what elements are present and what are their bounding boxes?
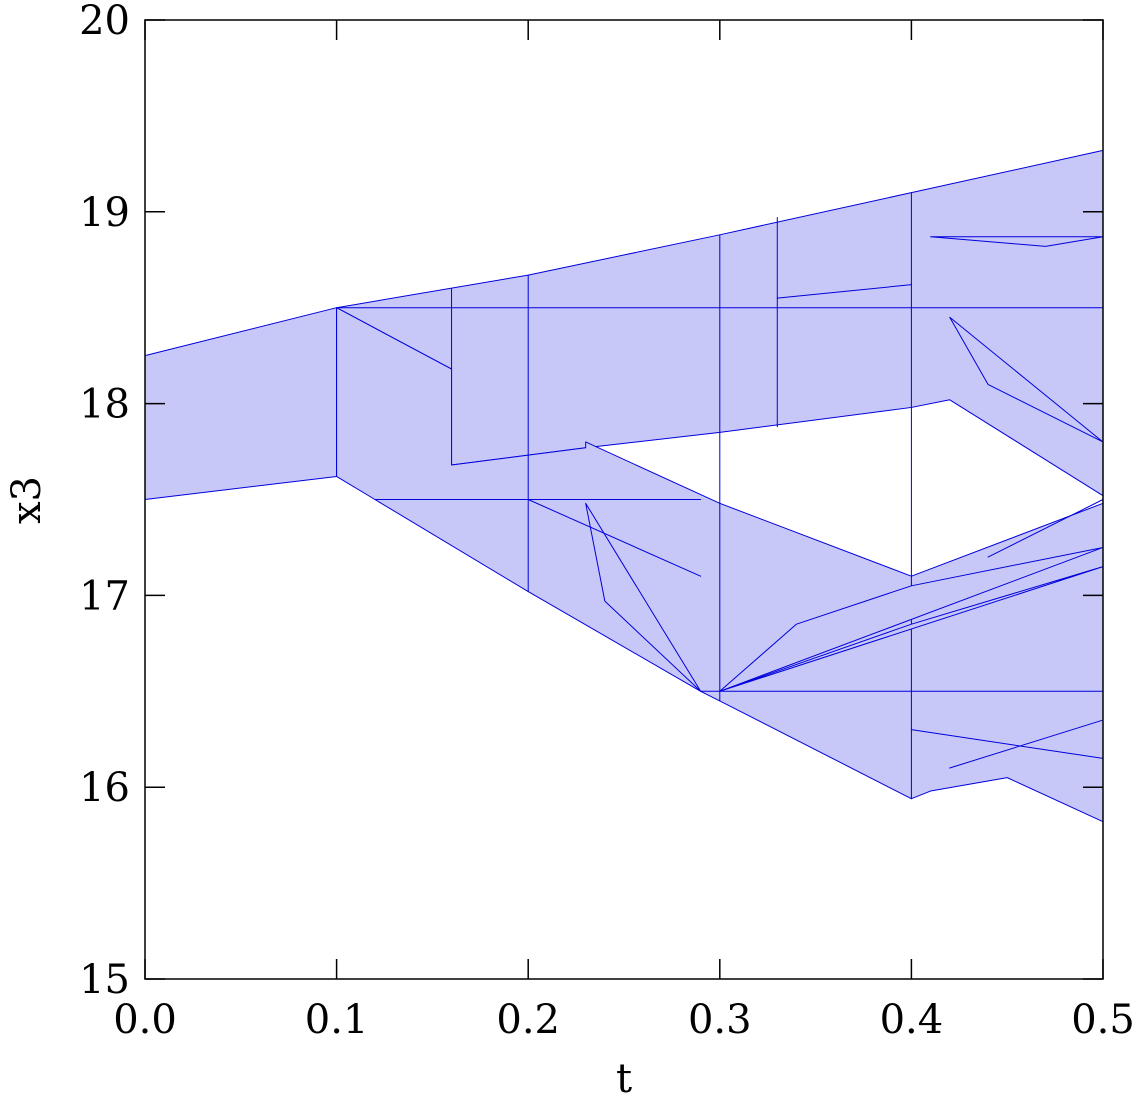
y-tick-label: 19 [79, 190, 130, 236]
x-tick-label: 0.2 [496, 997, 560, 1043]
reach-polygon [144, 307, 338, 500]
plot-frame [144, 19, 1104, 980]
y-tick-label: 16 [79, 765, 130, 811]
x-tick-label: 0.3 [688, 997, 752, 1043]
y-axis-label: x3 [4, 476, 50, 524]
x-tick-label: 0.0 [113, 997, 177, 1043]
y-tick-label: 18 [79, 382, 130, 428]
x-tick-label: 0.5 [1071, 997, 1135, 1043]
x-tick-label: 0.1 [305, 997, 369, 1043]
reach-polygon [719, 566, 1104, 692]
reach-polygon [949, 316, 1104, 443]
reach-polygon [719, 546, 1104, 692]
reach-polygon [585, 502, 702, 692]
y-tick-label: 17 [79, 573, 130, 619]
y-tick-label: 20 [79, 0, 130, 44]
reach-polygon [930, 236, 1104, 247]
y-tick-label: 15 [79, 957, 130, 1003]
x-axis-label: t [616, 1056, 632, 1101]
reach-polygon [527, 499, 702, 577]
reach-polygon [776, 284, 912, 299]
x-tick-label: 0.4 [880, 997, 944, 1043]
